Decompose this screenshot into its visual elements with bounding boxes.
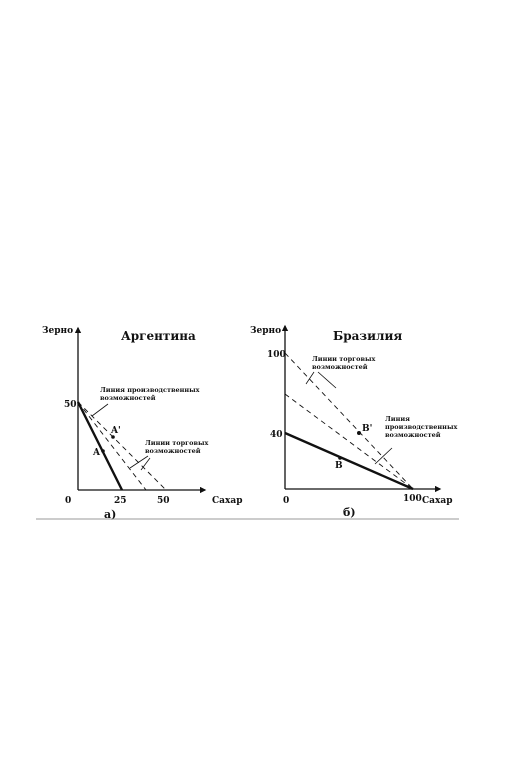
annotation-pointer: [375, 448, 392, 464]
trade-line-1: [78, 402, 146, 490]
chart-argentina: Зерно Сахар Аргентина 0 25 50 50 A A' Ли…: [42, 326, 243, 521]
annotation-pointer: [92, 404, 108, 416]
x-tick-label: 0: [283, 496, 289, 506]
point-b: [338, 456, 342, 460]
x-axis-label: Сахар: [422, 496, 453, 506]
point-a-prime-label: A': [110, 426, 121, 436]
x-tick-label: 25: [114, 496, 127, 506]
annotation-ppf: Линия производственных возможностей: [100, 386, 202, 402]
x-tick-label: 50: [157, 496, 170, 506]
annotation-line: возможностей: [385, 431, 441, 439]
annotation-line: возможностей: [145, 447, 201, 455]
subcaption: б): [343, 506, 356, 519]
annotation-line: производственных: [385, 423, 457, 431]
y-tick-label: 40: [270, 430, 283, 440]
y-tick-label: 50: [64, 400, 77, 410]
x-tick-label: 100: [403, 494, 422, 504]
ppf-line: [78, 402, 122, 490]
annotation-pointer: [318, 372, 336, 388]
chart-title: Аргентина: [121, 329, 196, 343]
ppf-line: [285, 433, 413, 489]
y-tick-label: 100: [267, 350, 286, 360]
x-tick-label: 0: [65, 496, 71, 506]
x-axis-label: Сахар: [212, 496, 243, 506]
point-a-label: A: [92, 448, 101, 458]
annotation-line: Линия производственных: [100, 386, 200, 394]
annotation-trade: Линии торговых возможностей: [312, 355, 378, 371]
point-b-label: B: [335, 461, 343, 471]
annotation-line: Линии торговых: [312, 355, 375, 363]
annotation-line: Линия: [385, 415, 410, 423]
point-b-prime: [357, 431, 361, 435]
point-a: [101, 449, 105, 453]
chart-brazil: Зерно Сахар Бразилия 0 100 40 100 B B' Л…: [250, 326, 460, 519]
annotation-pointer: [130, 456, 148, 468]
y-axis-label: Зерно: [42, 326, 73, 336]
annotation-line: возможностей: [312, 363, 368, 371]
annotation-ppf: Линия производственных возможностей: [385, 415, 460, 439]
chart-title: Бразилия: [333, 329, 402, 343]
point-b-prime-label: B': [362, 424, 372, 434]
annotation-line: Линии торговых: [145, 439, 208, 447]
annotation-trade: Линии торговых возможностей: [145, 439, 211, 455]
annotation-line: возможностей: [100, 394, 156, 402]
y-axis-label: Зерно: [250, 326, 281, 336]
